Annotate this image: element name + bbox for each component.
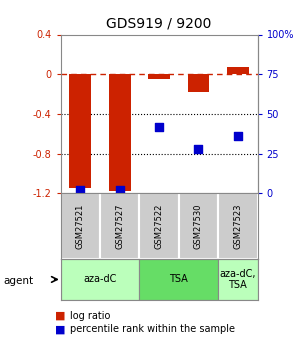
Point [78,187,83,193]
Text: GSM27522: GSM27522 [155,203,164,249]
Point [157,124,161,129]
Bar [227,67,249,74]
Text: GSM27521: GSM27521 [76,203,85,249]
Bar [148,74,170,79]
Text: log ratio: log ratio [70,311,110,321]
Bar [61,259,139,300]
Text: GSM27523: GSM27523 [233,203,242,249]
Text: GSM27530: GSM27530 [194,203,203,249]
Point [117,187,122,193]
Bar [61,193,100,259]
Text: TSA: TSA [169,275,188,284]
Text: agent: agent [3,276,33,286]
Point [235,133,240,139]
Bar [179,193,218,259]
Bar [218,193,258,259]
Bar [218,259,258,300]
Bar [139,193,179,259]
Bar [188,74,209,92]
Text: ■: ■ [55,311,66,321]
Bar [109,74,131,191]
Bar [100,193,139,259]
Text: aza-dC,
TSA: aza-dC, TSA [220,269,256,290]
Text: GSM27527: GSM27527 [115,203,124,249]
Point [196,146,201,151]
Bar [139,259,218,300]
Title: GDS919 / 9200: GDS919 / 9200 [106,17,212,31]
Text: aza-dC: aza-dC [83,275,117,284]
Bar [69,74,91,188]
Text: percentile rank within the sample: percentile rank within the sample [70,325,235,334]
Text: ■: ■ [55,325,66,334]
